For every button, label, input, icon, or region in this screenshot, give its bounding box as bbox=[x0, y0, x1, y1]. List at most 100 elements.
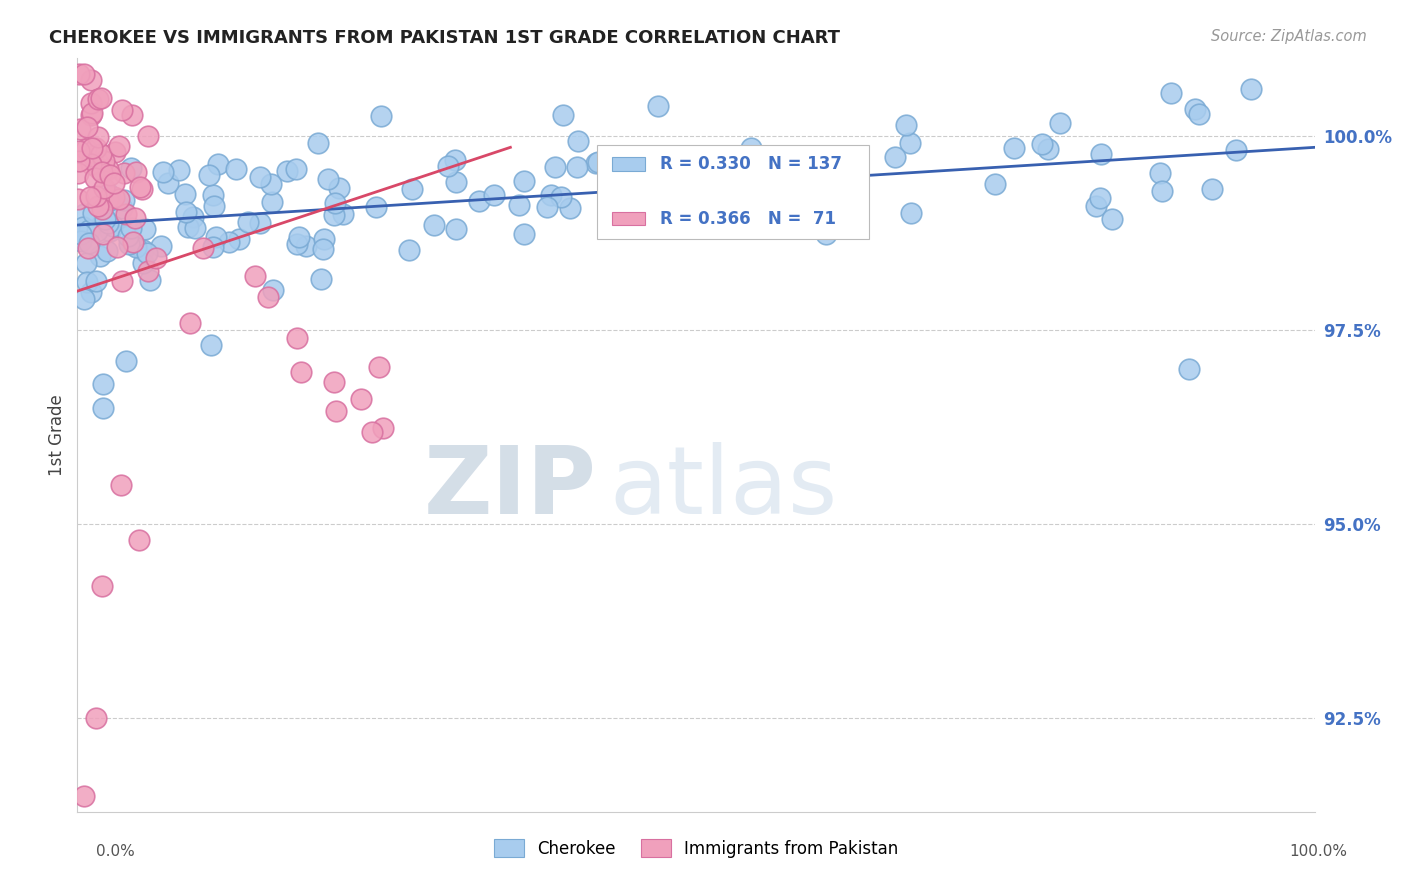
Point bbox=[276, 164, 298, 178]
Point bbox=[316, 172, 339, 186]
Point bbox=[111, 201, 134, 215]
Point bbox=[91, 579, 114, 593]
Point bbox=[1160, 87, 1182, 101]
Point bbox=[73, 207, 96, 221]
Point bbox=[115, 207, 138, 221]
Point bbox=[177, 219, 200, 234]
Point bbox=[82, 206, 104, 220]
Point bbox=[115, 354, 138, 368]
Point bbox=[325, 404, 347, 418]
Point bbox=[1101, 211, 1123, 226]
Point bbox=[77, 235, 100, 250]
Point bbox=[482, 188, 505, 202]
Point bbox=[1038, 142, 1060, 156]
Point bbox=[772, 185, 794, 199]
Point bbox=[257, 290, 280, 304]
Point bbox=[200, 338, 222, 352]
Point bbox=[1240, 82, 1263, 96]
Point bbox=[167, 163, 190, 178]
Point bbox=[1201, 181, 1223, 195]
Point bbox=[228, 232, 250, 246]
Point bbox=[361, 425, 384, 440]
Point bbox=[444, 222, 467, 236]
Point bbox=[173, 186, 195, 201]
Point bbox=[79, 189, 101, 203]
Point bbox=[550, 190, 572, 204]
Point bbox=[1184, 102, 1206, 116]
Point bbox=[1031, 136, 1053, 151]
Point bbox=[132, 243, 155, 257]
Point bbox=[884, 151, 907, 165]
Point bbox=[100, 190, 122, 204]
Point bbox=[112, 166, 135, 180]
Point bbox=[1088, 192, 1111, 206]
Bar bbox=[612, 158, 645, 171]
Point bbox=[368, 359, 391, 374]
Point bbox=[75, 256, 97, 270]
Point bbox=[790, 204, 813, 219]
Point bbox=[75, 142, 97, 156]
Point bbox=[1188, 107, 1211, 121]
Point bbox=[1002, 140, 1025, 154]
Point bbox=[93, 181, 115, 195]
Point bbox=[104, 145, 127, 159]
Point bbox=[69, 121, 91, 136]
Point bbox=[82, 141, 104, 155]
Point bbox=[536, 200, 558, 214]
Point bbox=[666, 149, 689, 163]
Point bbox=[307, 136, 329, 151]
Point bbox=[201, 240, 224, 254]
Point bbox=[136, 245, 159, 260]
Text: CHEROKEE VS IMMIGRANTS FROM PAKISTAN 1ST GRADE CORRELATION CHART: CHEROKEE VS IMMIGRANTS FROM PAKISTAN 1ST… bbox=[49, 29, 841, 46]
Point bbox=[191, 241, 214, 255]
Point bbox=[401, 182, 423, 196]
Point bbox=[70, 227, 93, 242]
Y-axis label: 1st Grade: 1st Grade bbox=[48, 394, 66, 475]
Point bbox=[444, 153, 467, 167]
Point bbox=[285, 161, 308, 176]
Point bbox=[262, 284, 284, 298]
Point bbox=[108, 192, 131, 206]
Point bbox=[243, 268, 266, 283]
Text: atlas: atlas bbox=[609, 442, 838, 533]
Point bbox=[125, 240, 148, 254]
Text: R = 0.330   N = 137: R = 0.330 N = 137 bbox=[659, 155, 842, 173]
Point bbox=[131, 182, 153, 196]
Point bbox=[139, 273, 162, 287]
Point bbox=[129, 179, 152, 194]
Point bbox=[124, 211, 146, 225]
Point bbox=[422, 218, 444, 232]
Point bbox=[83, 170, 105, 185]
Point bbox=[249, 169, 271, 184]
Point bbox=[544, 160, 567, 174]
Point bbox=[350, 392, 373, 406]
Point bbox=[120, 161, 142, 175]
Point bbox=[125, 165, 148, 179]
Point bbox=[1225, 144, 1247, 158]
Point bbox=[1085, 199, 1108, 213]
Point bbox=[294, 239, 316, 253]
Point bbox=[132, 255, 155, 269]
Point bbox=[288, 230, 311, 244]
Point bbox=[285, 237, 308, 252]
Point bbox=[94, 212, 117, 227]
Point bbox=[121, 235, 143, 250]
Point bbox=[759, 164, 782, 178]
Point bbox=[91, 377, 114, 392]
Point bbox=[80, 108, 103, 122]
Point bbox=[67, 145, 90, 159]
Point bbox=[121, 108, 143, 122]
Point bbox=[553, 108, 575, 122]
Point bbox=[1178, 361, 1201, 376]
Point bbox=[101, 219, 124, 233]
Point bbox=[67, 154, 90, 169]
Point bbox=[364, 200, 387, 214]
Point bbox=[89, 162, 111, 177]
Point bbox=[1149, 166, 1171, 180]
Point bbox=[815, 227, 838, 241]
Point bbox=[96, 162, 118, 177]
Point bbox=[716, 180, 738, 194]
Point bbox=[96, 185, 118, 199]
Point bbox=[70, 234, 93, 248]
Point bbox=[120, 220, 142, 235]
